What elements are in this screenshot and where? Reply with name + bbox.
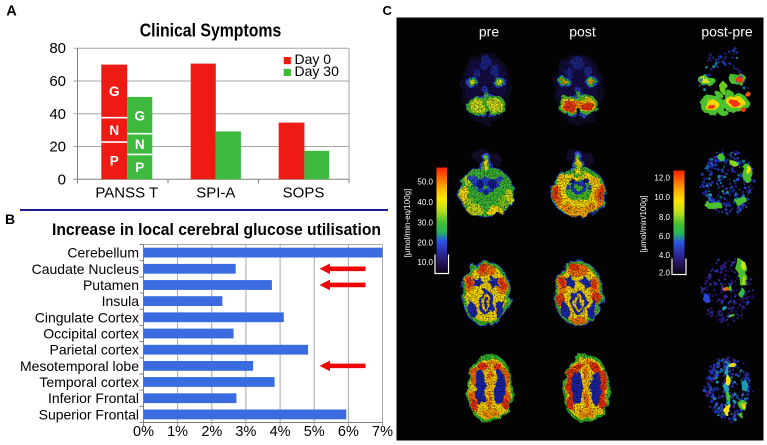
svg-text:N: N	[109, 123, 119, 138]
svg-text:G: G	[134, 108, 145, 123]
svg-text:Cerebellum: Cerebellum	[67, 245, 139, 261]
svg-text:Mesotemporal lobe: Mesotemporal lobe	[20, 358, 139, 374]
svg-text:Superior Frontal: Superior Frontal	[39, 406, 139, 422]
svg-text:Insula: Insula	[102, 293, 140, 309]
svg-text:10.0: 10.0	[417, 258, 433, 267]
svg-text:post-pre: post-pre	[701, 24, 753, 40]
svg-text:Clinical Symptoms: Clinical Symptoms	[140, 21, 282, 41]
svg-text:6.0: 6.0	[659, 232, 671, 241]
svg-text:Putamen: Putamen	[83, 277, 139, 293]
svg-text:4.0: 4.0	[659, 251, 671, 260]
svg-text:1%: 1%	[167, 424, 188, 440]
svg-text:0: 0	[58, 171, 66, 188]
svg-text:Inferior Frontal: Inferior Frontal	[48, 390, 139, 406]
svg-text:post: post	[569, 24, 596, 40]
svg-text:60: 60	[49, 73, 66, 90]
svg-text:C: C	[383, 3, 393, 18]
svg-text:[µmol/min/100g]: [µmol/min/100g]	[639, 195, 648, 252]
svg-text:Day 30: Day 30	[295, 63, 340, 79]
svg-text:2%: 2%	[201, 424, 222, 440]
svg-text:0%: 0%	[133, 424, 154, 440]
svg-text:[µmol/min-eq/100g]: [µmol/min-eq/100g]	[403, 189, 412, 258]
svg-text:PANSS T: PANSS T	[95, 185, 158, 202]
svg-text:3%: 3%	[235, 424, 256, 440]
svg-text:P: P	[135, 160, 144, 175]
svg-text:2.0: 2.0	[659, 268, 671, 277]
svg-text:A: A	[6, 4, 17, 20]
svg-text:4%: 4%	[270, 424, 291, 440]
svg-text:40.0: 40.0	[417, 198, 433, 207]
svg-text:Day 0: Day 0	[295, 51, 332, 67]
svg-text:7%: 7%	[372, 424, 393, 440]
svg-text:Occipital cortex: Occipital cortex	[43, 326, 139, 342]
svg-text:G: G	[109, 84, 120, 99]
svg-text:30.0: 30.0	[417, 218, 433, 227]
svg-text:Temporal cortex: Temporal cortex	[39, 374, 139, 390]
svg-text:SOPS: SOPS	[283, 185, 325, 202]
svg-text:Increase in local cerebral glu: Increase in local cerebral glucose utili…	[52, 220, 381, 239]
svg-text:50.0: 50.0	[417, 178, 433, 187]
svg-text:pre: pre	[479, 24, 499, 40]
svg-text:B: B	[5, 211, 15, 227]
svg-text:20.0: 20.0	[417, 238, 433, 247]
svg-text:P: P	[110, 154, 119, 169]
svg-text:12.0: 12.0	[654, 174, 670, 183]
svg-text:40: 40	[49, 106, 66, 123]
svg-text:5%: 5%	[304, 424, 325, 440]
svg-text:N: N	[135, 137, 145, 152]
svg-text:Parietal cortex: Parietal cortex	[50, 342, 139, 358]
svg-text:Cingulate Cortex: Cingulate Cortex	[35, 309, 139, 325]
svg-text:20: 20	[49, 139, 66, 156]
svg-text:10.0: 10.0	[654, 193, 670, 202]
svg-text:Caudate Nucleus: Caudate Nucleus	[32, 261, 139, 277]
svg-text:8.0: 8.0	[659, 213, 671, 222]
svg-text:SPI-A: SPI-A	[196, 185, 235, 202]
svg-text:6%: 6%	[338, 424, 359, 440]
svg-text:80: 80	[49, 40, 66, 57]
